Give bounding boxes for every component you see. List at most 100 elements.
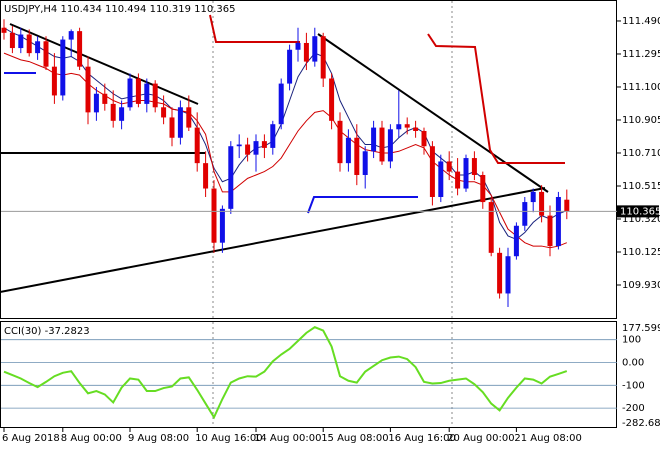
y-tick-label: 0.00 (622, 358, 644, 369)
candle-body (463, 158, 469, 189)
candle-body (287, 49, 293, 84)
candle-body (421, 130, 427, 147)
candle-body (480, 174, 486, 203)
candle-body (68, 31, 74, 40)
candle-body (488, 202, 494, 253)
candle-body (186, 107, 192, 128)
y-tick-label: 109.930 (622, 280, 660, 291)
x-tick-label: 20 Aug 00:00 (447, 433, 514, 444)
y-tick-label: 111.490 (622, 16, 660, 27)
candle-body (438, 161, 444, 197)
y-tick-label: -100 (622, 380, 645, 391)
candle-body (152, 83, 158, 108)
cci-last: -37.2823 (45, 326, 90, 337)
y-tick-label: 110.905 (622, 115, 660, 126)
candle-body (253, 141, 259, 155)
y-limit-label: 177.5993 (622, 323, 660, 334)
candle-body (539, 191, 545, 216)
candle-body (119, 107, 125, 121)
y-tick-label: 110.710 (622, 148, 660, 159)
y-tick-label: -200 (622, 403, 645, 414)
candle-body (236, 144, 242, 147)
candle-body (362, 151, 368, 175)
candle-body (345, 137, 351, 164)
last-high: 110.494 (105, 4, 146, 15)
candle-body (295, 42, 301, 50)
trendline (0, 187, 546, 293)
support-line (307, 196, 418, 214)
candle-body (144, 83, 150, 104)
candle-body (43, 41, 49, 67)
x-tick-label: 14 Aug 00:00 (254, 433, 321, 444)
candle-body (245, 144, 251, 155)
candle-body (387, 129, 393, 162)
candle-body (228, 146, 234, 209)
x-tick-label: 21 Aug 08:00 (514, 433, 581, 444)
x-tick-label: 6 Aug 2018 (2, 433, 60, 444)
candle-body (85, 66, 91, 113)
candle-body (169, 117, 175, 138)
candle-body (396, 124, 402, 130)
candle-body (497, 252, 503, 294)
candle-body (35, 41, 41, 54)
candle-body (127, 78, 133, 108)
candle-body (413, 127, 419, 131)
candle-body (110, 103, 116, 121)
stop-line (427, 33, 565, 164)
candle-body (77, 31, 83, 67)
candle-body (51, 66, 57, 96)
symbol-title: USDJPY,H4 (4, 4, 57, 15)
chart-header: USDJPY,H4 110.434 110.494 110.319 110.36… (4, 4, 235, 15)
candle-body (211, 188, 217, 243)
x-tick-label: 8 Aug 00:00 (61, 433, 122, 444)
drawn-objects (0, 14, 565, 293)
cci-line (3, 326, 568, 420)
trendline (9, 23, 199, 105)
candle-body (312, 36, 318, 62)
y-tick-label: 110.320 (622, 214, 660, 225)
candle-body (564, 199, 570, 212)
y-tick-label: 110.515 (622, 181, 660, 192)
moving-average (3, 52, 567, 249)
last-low: 110.319 (150, 4, 191, 15)
cci-panel (0, 321, 617, 428)
candle-body (26, 34, 32, 54)
candle-body (303, 42, 309, 62)
candle-body (1, 27, 7, 33)
candle-body (18, 34, 24, 49)
candle-body (270, 124, 276, 148)
candle-body (135, 78, 141, 104)
candle-body (177, 107, 183, 138)
stop-line (209, 14, 300, 43)
candle-body (371, 127, 377, 152)
candle-body (329, 78, 335, 121)
last-close: 110.365 (194, 4, 235, 15)
cci-header: CCI(30) -37.2823 (4, 326, 90, 337)
y-tick-label: 110.125 (622, 247, 660, 258)
candle-body (530, 191, 536, 203)
last-open: 110.434 (60, 4, 101, 15)
candle-body (102, 93, 108, 104)
candle-body (9, 32, 15, 49)
last-price-label: 110.365 (620, 206, 660, 217)
candle-body (161, 107, 167, 118)
last-price-box (617, 205, 659, 218)
y-tick-label: 111.100 (622, 82, 660, 93)
candle-body (379, 127, 385, 162)
trendline (317, 33, 549, 193)
candle-body (547, 215, 553, 247)
x-tick-label: 9 Aug 08:00 (128, 433, 189, 444)
y-tick-label: 100 (622, 335, 641, 346)
candle-body (513, 225, 519, 257)
candle-body (471, 158, 477, 175)
candle-body (60, 39, 66, 96)
x-tick-label: 16 Aug 16:00 (388, 433, 455, 444)
candle-body (203, 163, 209, 189)
candle-body (320, 36, 326, 79)
x-tick-label: 10 Aug 16:00 (195, 433, 262, 444)
candle-body (555, 196, 561, 247)
x-tick-label: 15 Aug 08:00 (321, 433, 388, 444)
main-panel (0, 0, 617, 319)
